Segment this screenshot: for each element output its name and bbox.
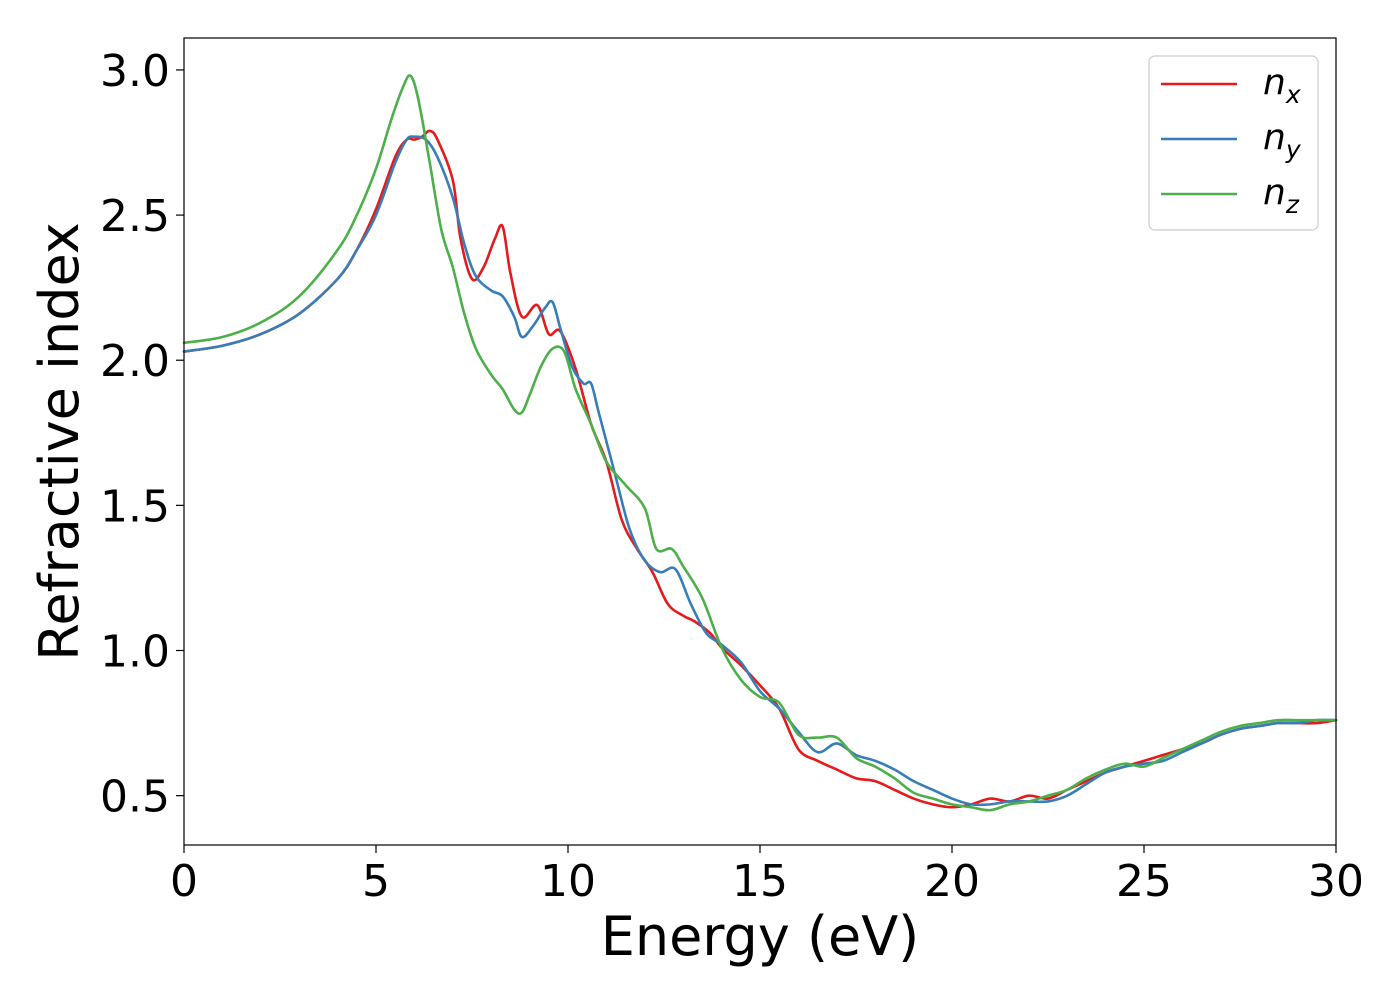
legend-box	[1148, 55, 1319, 231]
x-tick-label: 20	[924, 856, 980, 907]
y-tick-label: 1.0	[100, 627, 170, 678]
x-tick-label: 30	[1308, 856, 1364, 907]
x-axis: 0 5 10 15 20 25 30	[170, 845, 1364, 907]
x-tick-label: 0	[170, 856, 198, 907]
y-tick-label: 0.5	[100, 772, 170, 823]
x-tick-label: 25	[1116, 856, 1172, 907]
y-tick-label: 2.0	[100, 336, 170, 387]
y-tick-label: 2.5	[100, 191, 170, 242]
y-tick-label: 3.0	[100, 46, 170, 97]
x-tick-label: 10	[540, 856, 596, 907]
series-line-nz	[182, 74, 1338, 812]
y-tick-label: 1.5	[100, 481, 170, 532]
x-tick-label: 5	[362, 856, 390, 907]
x-tick-label: 15	[732, 856, 788, 907]
x-axis-title: Energy (eV)	[601, 905, 920, 968]
y-axis-title: Refractive index	[28, 222, 91, 661]
series-line-ny	[182, 135, 1338, 807]
series-layer	[182, 74, 1338, 812]
y-axis: 0.5 1.0 1.5 2.0 2.5 3.0	[100, 46, 184, 823]
